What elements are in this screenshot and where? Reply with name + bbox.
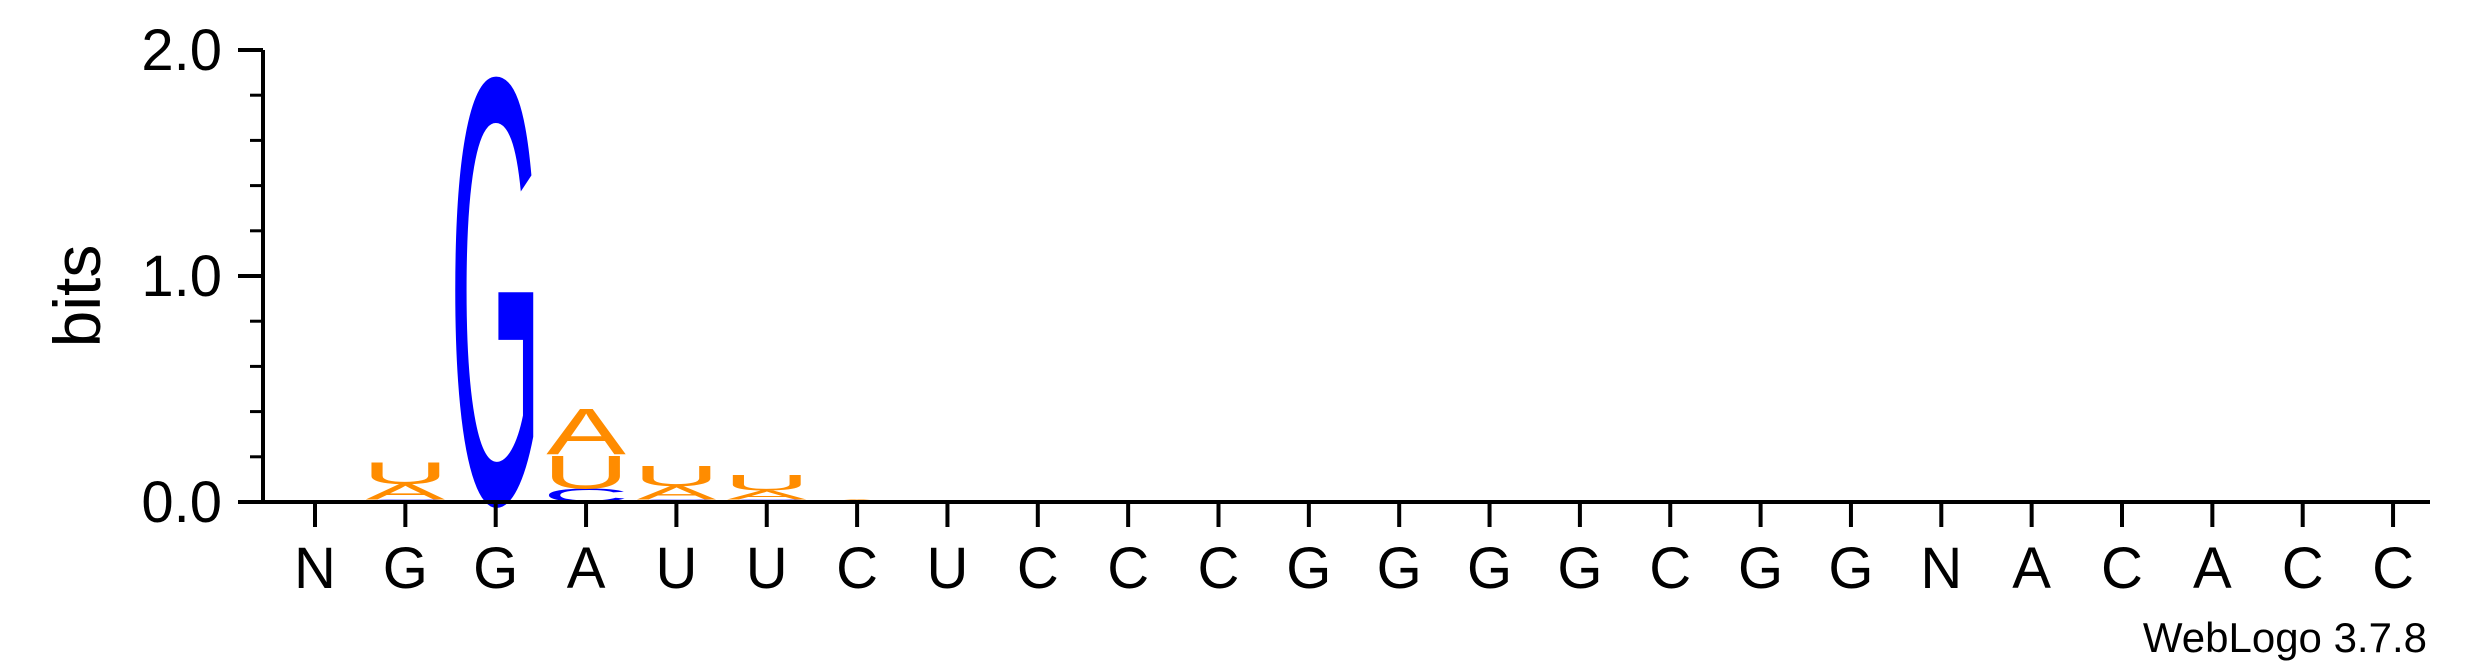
- y-tick-label: 0.0: [141, 470, 222, 535]
- x-tick-label: G: [1557, 536, 1602, 601]
- x-tick-label: C: [1017, 536, 1059, 601]
- y-tick-label: 1.0: [141, 244, 222, 309]
- x-tick-label: G: [473, 536, 518, 601]
- x-tick-label: G: [383, 536, 428, 601]
- x-tick-label: N: [1920, 536, 1962, 601]
- logo-letter-a: A: [546, 396, 626, 469]
- x-tick-label: N: [294, 536, 336, 601]
- x-tick-label: C: [2372, 536, 2414, 601]
- logo-letter-g: G: [449, 0, 542, 632]
- x-tick-label: U: [927, 536, 969, 601]
- x-tick-label: G: [1377, 536, 1422, 601]
- logo-letter-a: A: [637, 483, 717, 504]
- x-tick-label: A: [2012, 536, 2051, 601]
- x-tick-label: C: [1107, 536, 1149, 601]
- x-tick-label: A: [567, 536, 606, 601]
- x-tick-label: U: [655, 536, 697, 601]
- x-tick-label: C: [1649, 536, 1691, 601]
- x-tick-label: G: [1828, 536, 1873, 601]
- logo-letter-u: U: [362, 455, 448, 490]
- x-tick-label: G: [1286, 536, 1331, 601]
- x-tick-label: C: [2282, 536, 2324, 601]
- y-axis-ticks: 0.0 1.0 2.0: [141, 18, 263, 535]
- x-tick-label: C: [2101, 536, 2143, 601]
- x-tick-label: C: [836, 536, 878, 601]
- x-tick-label: C: [1198, 536, 1240, 601]
- logo-letter-u: U: [543, 446, 629, 499]
- weblogo-credit: WebLogo 3.7.8: [2143, 614, 2427, 661]
- x-tick-label: G: [1467, 536, 1512, 601]
- x-tick-label: G: [1738, 536, 1783, 601]
- x-tick-label: A: [2193, 536, 2232, 601]
- y-axis-label: bits: [40, 245, 114, 348]
- logo-letter-a: A: [727, 488, 807, 502]
- y-tick-label: 2.0: [141, 18, 222, 83]
- logo-letter-u: U: [633, 461, 719, 493]
- logo-letter-u: U: [724, 471, 810, 496]
- x-tick-label: U: [746, 536, 788, 601]
